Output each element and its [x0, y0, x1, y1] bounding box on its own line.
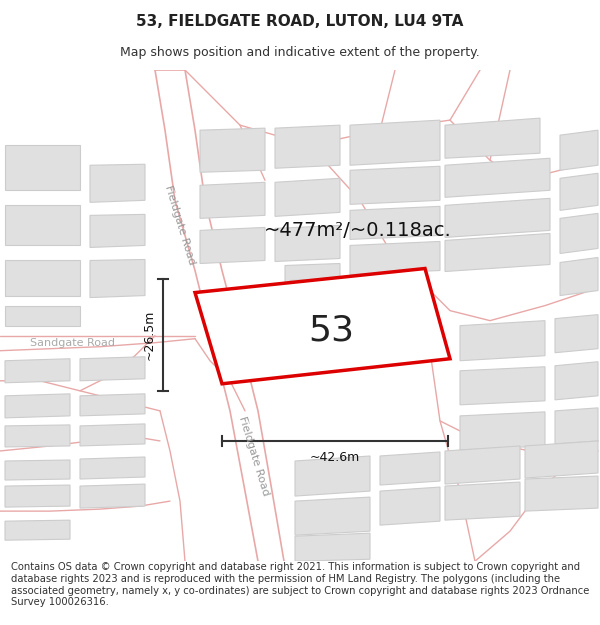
Polygon shape: [5, 460, 70, 480]
Polygon shape: [5, 425, 70, 447]
Text: 53, FIELDGATE ROAD, LUTON, LU4 9TA: 53, FIELDGATE ROAD, LUTON, LU4 9TA: [136, 14, 464, 29]
Polygon shape: [460, 412, 545, 450]
Polygon shape: [445, 158, 550, 198]
Polygon shape: [290, 278, 340, 304]
Polygon shape: [525, 476, 598, 511]
Polygon shape: [90, 259, 145, 298]
Polygon shape: [5, 145, 80, 190]
Polygon shape: [5, 485, 70, 507]
Text: Contains OS data © Crown copyright and database right 2021. This information is : Contains OS data © Crown copyright and d…: [11, 562, 589, 608]
Text: ~477m²/~0.118ac.: ~477m²/~0.118ac.: [264, 221, 452, 240]
Polygon shape: [295, 497, 370, 535]
Polygon shape: [5, 306, 80, 326]
Polygon shape: [5, 359, 70, 382]
Polygon shape: [200, 182, 265, 218]
Polygon shape: [275, 178, 340, 216]
Polygon shape: [380, 452, 440, 485]
Polygon shape: [200, 128, 265, 173]
Polygon shape: [445, 118, 540, 158]
Polygon shape: [275, 125, 340, 168]
Text: 53: 53: [308, 314, 354, 348]
Polygon shape: [350, 241, 440, 274]
Polygon shape: [555, 408, 598, 444]
Text: Sandgate Road: Sandgate Road: [29, 338, 115, 348]
Polygon shape: [350, 120, 440, 165]
Polygon shape: [560, 130, 598, 170]
Polygon shape: [5, 394, 70, 418]
Polygon shape: [350, 166, 440, 204]
Polygon shape: [380, 487, 440, 525]
Polygon shape: [460, 321, 545, 361]
Polygon shape: [295, 456, 370, 496]
Polygon shape: [5, 206, 80, 246]
Polygon shape: [90, 214, 145, 248]
Text: Fieldgate Road: Fieldgate Road: [237, 415, 271, 497]
Text: Map shows position and indicative extent of the property.: Map shows position and indicative extent…: [120, 46, 480, 59]
Polygon shape: [275, 226, 340, 261]
Polygon shape: [295, 533, 370, 561]
Polygon shape: [460, 367, 545, 405]
Text: ~42.6m: ~42.6m: [310, 451, 360, 464]
Polygon shape: [525, 441, 598, 478]
Polygon shape: [90, 164, 145, 202]
Polygon shape: [195, 269, 450, 384]
Polygon shape: [80, 484, 145, 508]
Polygon shape: [555, 362, 598, 400]
Polygon shape: [200, 228, 265, 264]
Text: Fieldgate Road: Fieldgate Road: [163, 184, 197, 266]
Polygon shape: [445, 198, 550, 238]
Polygon shape: [285, 264, 340, 282]
Polygon shape: [445, 233, 550, 271]
Polygon shape: [445, 482, 520, 520]
Polygon shape: [555, 314, 598, 352]
Polygon shape: [80, 457, 145, 479]
Polygon shape: [80, 424, 145, 446]
Polygon shape: [350, 206, 440, 239]
Polygon shape: [5, 520, 70, 540]
Text: ~26.5m: ~26.5m: [143, 309, 155, 360]
Polygon shape: [560, 213, 598, 254]
Polygon shape: [80, 357, 145, 381]
Polygon shape: [445, 446, 520, 484]
Polygon shape: [80, 394, 145, 416]
Polygon shape: [560, 173, 598, 211]
Polygon shape: [5, 261, 80, 296]
Polygon shape: [560, 258, 598, 296]
